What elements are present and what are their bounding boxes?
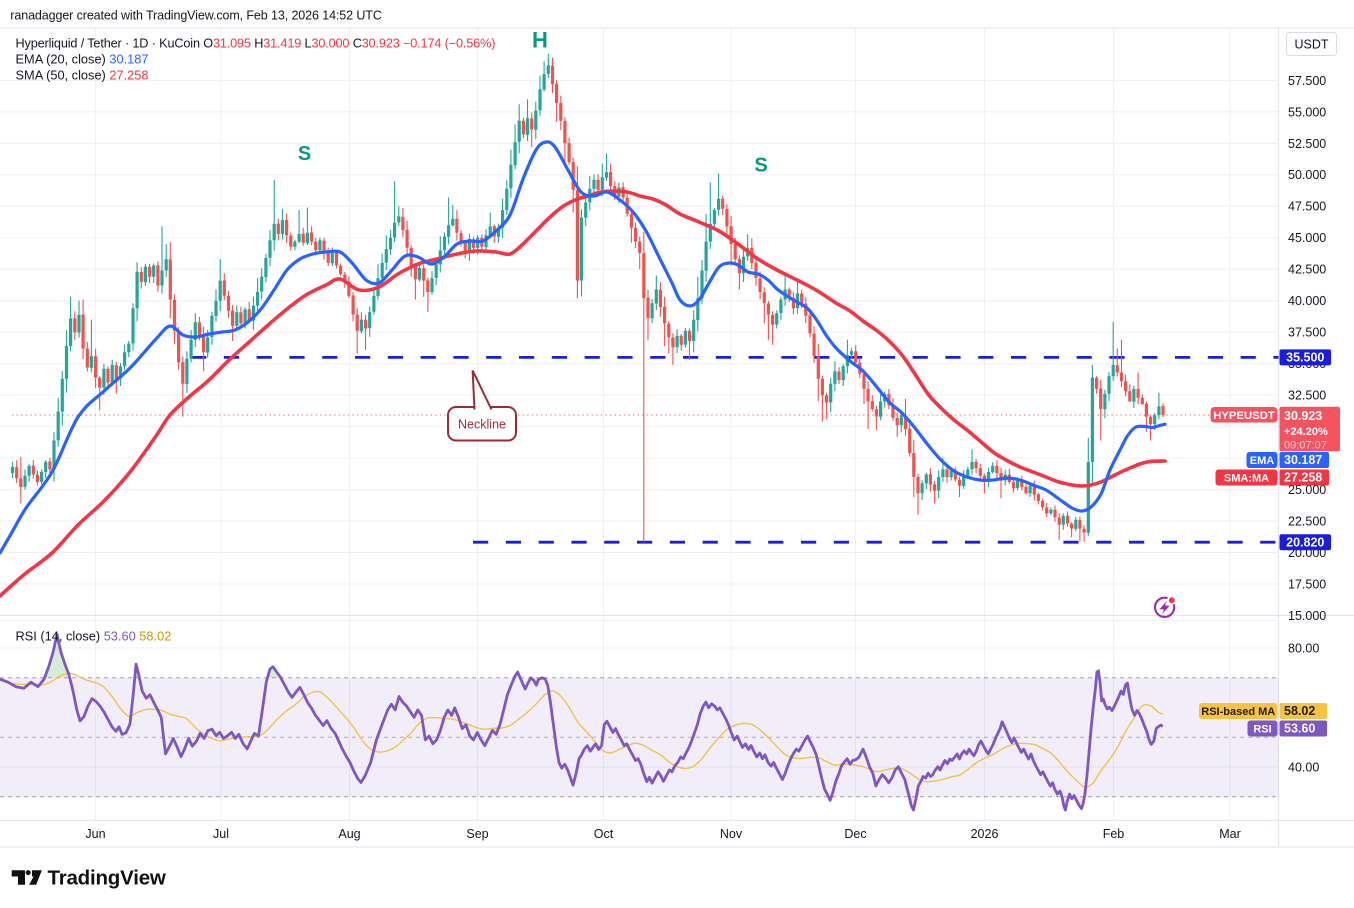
svg-text:55.000: 55.000: [1288, 105, 1326, 119]
svg-text:Feb: Feb: [1103, 827, 1125, 841]
svg-text:42.500: 42.500: [1288, 263, 1326, 277]
svg-text:25.000: 25.000: [1288, 483, 1326, 497]
svg-text:S: S: [298, 143, 311, 165]
svg-text:27.258: 27.258: [1284, 471, 1322, 485]
svg-text:EMA (20, close) 30.187: EMA (20, close) 30.187: [16, 52, 149, 67]
svg-text:RSI: RSI: [1253, 724, 1271, 736]
svg-text:15.000: 15.000: [1288, 609, 1326, 623]
svg-text:Jul: Jul: [213, 827, 229, 841]
svg-text:Hyperliquid / Tether · 1D · Ku: Hyperliquid / Tether · 1D · KuCoin O31.0…: [16, 37, 496, 51]
svg-text:Nov: Nov: [720, 827, 743, 841]
svg-text:30.923: 30.923: [1284, 409, 1322, 423]
svg-text:RSI-based MA: RSI-based MA: [1201, 706, 1275, 718]
svg-text:2026: 2026: [971, 827, 999, 841]
svg-text:50.000: 50.000: [1288, 168, 1326, 182]
svg-text:58.02: 58.02: [1284, 704, 1315, 718]
svg-text:Sep: Sep: [466, 827, 488, 841]
svg-text:Oct: Oct: [594, 827, 614, 841]
svg-text:RSI (14, close) 53.60 58.02: RSI (14, close) 53.60 58.02: [16, 629, 172, 644]
svg-text:09:07:07: 09:07:07: [1284, 440, 1327, 452]
svg-text:Neckline: Neckline: [458, 418, 506, 432]
svg-text:H: H: [532, 28, 548, 53]
svg-text:Jun: Jun: [85, 827, 105, 841]
svg-text:Mar: Mar: [1219, 827, 1241, 841]
svg-text:USDT: USDT: [1294, 38, 1328, 52]
svg-text:40.00: 40.00: [1288, 760, 1319, 774]
svg-text:45.000: 45.000: [1288, 231, 1326, 245]
svg-text:53.60: 53.60: [1284, 722, 1315, 736]
svg-text:22.500: 22.500: [1288, 514, 1326, 528]
svg-text:32.500: 32.500: [1288, 389, 1326, 403]
svg-text:SMA:MA: SMA:MA: [1224, 473, 1269, 485]
svg-text:40.000: 40.000: [1288, 294, 1326, 308]
svg-text:TradingView: TradingView: [48, 867, 166, 890]
svg-text:52.500: 52.500: [1288, 137, 1326, 151]
svg-text:30.187: 30.187: [1284, 453, 1322, 467]
svg-text:S: S: [754, 155, 767, 177]
svg-text:57.500: 57.500: [1288, 74, 1326, 88]
svg-text:EMA: EMA: [1250, 455, 1275, 467]
svg-text:ranadagger created with Tradin: ranadagger created with TradingView.com,…: [10, 9, 382, 23]
svg-text:HYPEUSDT: HYPEUSDT: [1213, 410, 1275, 422]
svg-text:SMA (50, close) 27.258: SMA (50, close) 27.258: [16, 68, 149, 83]
svg-text:37.500: 37.500: [1288, 326, 1326, 340]
svg-text:47.500: 47.500: [1288, 200, 1326, 214]
svg-text:+24.20%: +24.20%: [1284, 426, 1328, 438]
svg-text:35.500: 35.500: [1286, 351, 1324, 365]
svg-text:80.00: 80.00: [1288, 641, 1319, 655]
svg-text:Aug: Aug: [338, 827, 360, 841]
svg-text:20.820: 20.820: [1286, 535, 1324, 549]
svg-text:Dec: Dec: [844, 827, 866, 841]
svg-text:17.500: 17.500: [1288, 577, 1326, 591]
